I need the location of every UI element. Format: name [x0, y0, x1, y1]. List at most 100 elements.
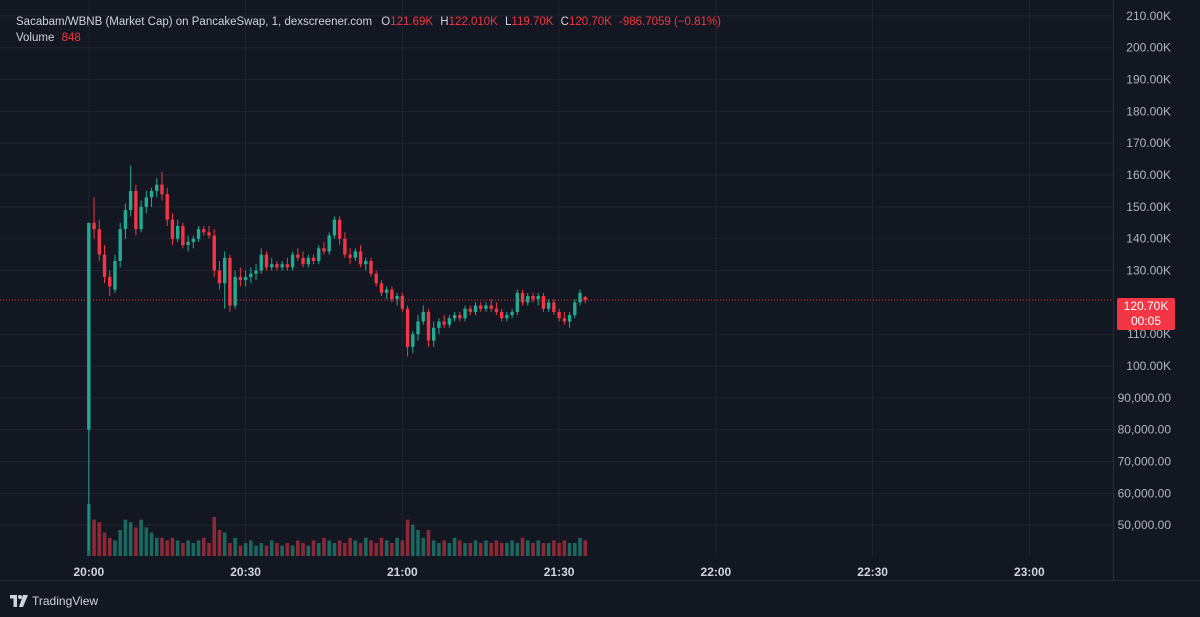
volume-bar: [316, 543, 321, 556]
open-value: 121.69K: [390, 16, 434, 28]
y-tick-label: 110.00K: [1127, 327, 1171, 341]
candle-body: [332, 219, 337, 236]
volume-bar: [332, 543, 337, 556]
volume-bar: [149, 532, 154, 556]
candle-body: [552, 302, 556, 312]
volume-value: 848: [61, 32, 81, 44]
y-tick-label: 130.00K: [1126, 264, 1171, 278]
candle-body: [186, 241, 190, 246]
candle-body: [526, 296, 530, 303]
candle: [505, 311, 509, 322]
volume-bar: [238, 545, 243, 556]
volume-bar: [269, 540, 274, 556]
candle-body: [280, 264, 284, 268]
volume-bar: [144, 527, 149, 556]
candle: [301, 251, 305, 268]
candle-body: [270, 264, 274, 268]
volume-bar: [353, 540, 358, 556]
volume-bar: [118, 530, 122, 556]
candle: [243, 270, 248, 287]
y-tick-label: 150.00K: [1126, 200, 1171, 214]
volume-bar: [520, 537, 525, 556]
volume-bar: [431, 540, 436, 556]
x-tick-label: 22:00: [701, 565, 732, 579]
volume-bar: [525, 540, 530, 556]
candle: [426, 308, 431, 347]
y-axis[interactable]: 210.00K 200.00K 190.00K 180.00K 170.00K 160.0…: [1118, 9, 1172, 532]
candle: [149, 187, 154, 207]
volume-bar: [416, 530, 420, 556]
volume-bar: [379, 537, 384, 556]
candle-body: [175, 225, 180, 239]
volume-bar: [437, 543, 441, 556]
volume-bar: [552, 540, 556, 556]
candle: [458, 311, 462, 322]
candle: [499, 308, 504, 322]
y-tick-label: 80,000.00: [1118, 423, 1172, 437]
candle: [400, 292, 405, 312]
volume-bar: [578, 537, 582, 556]
candle-body: [327, 235, 331, 252]
candle: [463, 305, 467, 322]
candle: [212, 229, 216, 277]
candle-body: [243, 276, 248, 281]
volume-bar: [92, 519, 96, 556]
volume-bar: [395, 537, 399, 556]
volume-bar: [306, 545, 311, 556]
y-tick-label: 210.00K: [1126, 9, 1171, 23]
volume-bar: [463, 543, 467, 556]
chart-legend: Sacabam/WBNB (Market Cap) on PancakeSwap…: [16, 14, 721, 46]
candle: [290, 251, 295, 271]
candle-body: [447, 318, 452, 325]
volume-bar: [275, 543, 279, 556]
candle-body: [421, 311, 425, 322]
candle-body: [222, 257, 227, 284]
close-value: 120.70K: [568, 16, 612, 28]
y-tick-label: 160.00K: [1126, 168, 1171, 182]
candle-body: [113, 260, 117, 290]
volume-label[interactable]: Volume: [16, 32, 55, 44]
volume-bar: [160, 537, 164, 556]
candle: [479, 302, 483, 312]
tradingview-brand[interactable]: TradingView: [10, 594, 98, 608]
candle-body: [400, 296, 405, 309]
volume-bar: [348, 537, 352, 556]
change-value: -986.7059 (−0.81%): [619, 16, 721, 28]
candle: [510, 308, 514, 319]
candle: [207, 225, 211, 239]
candle: [97, 219, 101, 261]
volume-bar: [249, 540, 253, 556]
volume-bar: [259, 543, 264, 556]
volume-bar: [458, 540, 462, 556]
volume-bar: [311, 540, 316, 556]
candle: [285, 257, 290, 271]
volume-bars: [87, 504, 588, 556]
volume-bar: [505, 543, 509, 556]
candle: [87, 222, 91, 551]
candle: [128, 165, 133, 217]
candle: [562, 311, 567, 325]
x-axis[interactable]: 20:00 20:30 21:00 21:30 22:00 22:30 23:00: [73, 565, 1045, 579]
symbol-title[interactable]: Sacabam/WBNB (Market Cap) on PancakeSwap…: [16, 16, 373, 28]
volume-bar: [583, 540, 588, 556]
candle: [249, 267, 253, 284]
volume-bar: [510, 540, 514, 556]
volume-bar: [222, 532, 227, 556]
bar-countdown: 00:05: [1130, 314, 1162, 328]
candle-body: [118, 229, 122, 261]
candle: [238, 267, 243, 287]
candle-body: [494, 308, 499, 312]
candle-body: [364, 260, 368, 265]
volume-bar: [473, 540, 478, 556]
x-tick-label: 22:30: [857, 565, 888, 579]
candle-body: [217, 270, 222, 284]
candle: [270, 257, 274, 271]
volume-bar: [426, 530, 431, 556]
volume-bar: [499, 543, 504, 556]
volume-bar: [411, 524, 415, 556]
volume-bar: [123, 519, 128, 556]
candle: [384, 286, 389, 300]
candle: [379, 280, 384, 297]
